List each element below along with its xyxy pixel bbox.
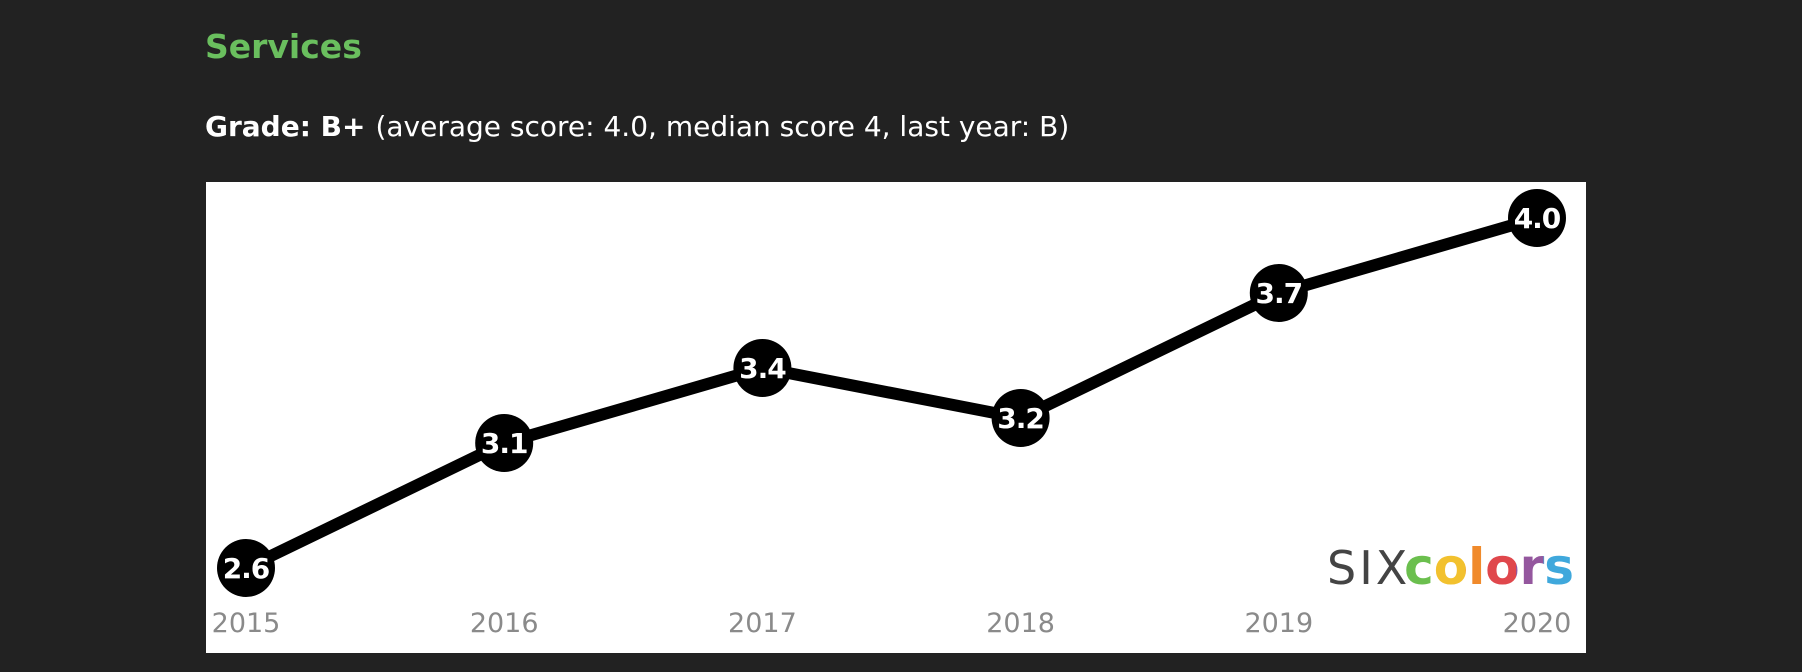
x-tick-label: 2017 — [728, 608, 797, 639]
score-dot — [1249, 264, 1308, 322]
logo-six: SIX — [1327, 541, 1410, 595]
x-tick-label: 2020 — [1503, 608, 1572, 639]
grade-detail: (average score: 4.0, median score 4, las… — [375, 110, 1069, 143]
value-label: 3.7 — [1255, 277, 1302, 310]
score-dot — [475, 414, 534, 472]
grade-line: Grade: B+ (average score: 4.0, median sco… — [205, 110, 1069, 143]
chart: 2015 2016 2017 2018 2019 2020 2.6 3.1 3.4 3.2 3.7 4… — [212, 189, 1572, 639]
score-dot — [1508, 189, 1566, 247]
value-label: 4.0 — [1514, 202, 1561, 235]
score-dot — [217, 539, 275, 597]
x-tick-label: 2015 — [212, 608, 281, 639]
score-dot — [991, 389, 1050, 447]
value-label: 3.1 — [481, 427, 528, 460]
score-line — [243, 212, 1539, 574]
x-tick-label: 2018 — [986, 608, 1055, 639]
x-tick-label: 2019 — [1244, 608, 1313, 639]
score-dot — [733, 339, 792, 397]
value-label: 2.6 — [223, 552, 270, 585]
section-title: Services — [205, 27, 362, 66]
logo-colors: colors — [1404, 538, 1574, 596]
x-tick-label: 2016 — [470, 608, 539, 639]
value-label: 3.2 — [997, 402, 1044, 435]
value-label: 3.4 — [739, 352, 786, 385]
chart-background — [206, 182, 1586, 653]
grade-label: Grade: B+ — [205, 110, 365, 143]
